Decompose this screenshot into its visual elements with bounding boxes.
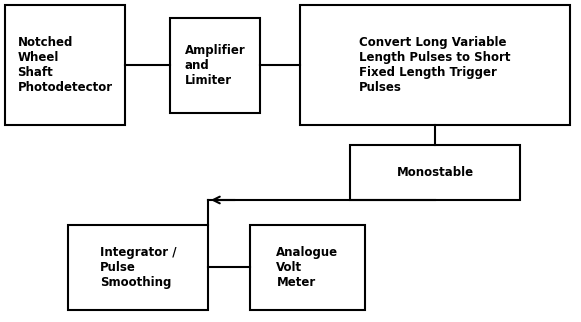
Bar [170,18,260,113]
Text: Notched
Wheel
Shaft
Photodetector: Notched Wheel Shaft Photodetector [17,36,113,94]
Bar [250,225,365,310]
Text: Integrator /
Pulse
Smoothing: Integrator / Pulse Smoothing [100,246,176,289]
Text: Monostable: Monostable [396,166,474,179]
Text: Analogue
Volt
Meter: Analogue Volt Meter [277,246,339,289]
Text: Convert Long Variable
Length Pulses to Short
Fixed Length Trigger
Pulses: Convert Long Variable Length Pulses to S… [359,36,511,94]
Bar [300,5,570,125]
Bar [350,145,520,200]
Bar [5,5,125,125]
Text: Amplifier
and
Limiter: Amplifier and Limiter [185,44,245,87]
Bar [68,225,208,310]
